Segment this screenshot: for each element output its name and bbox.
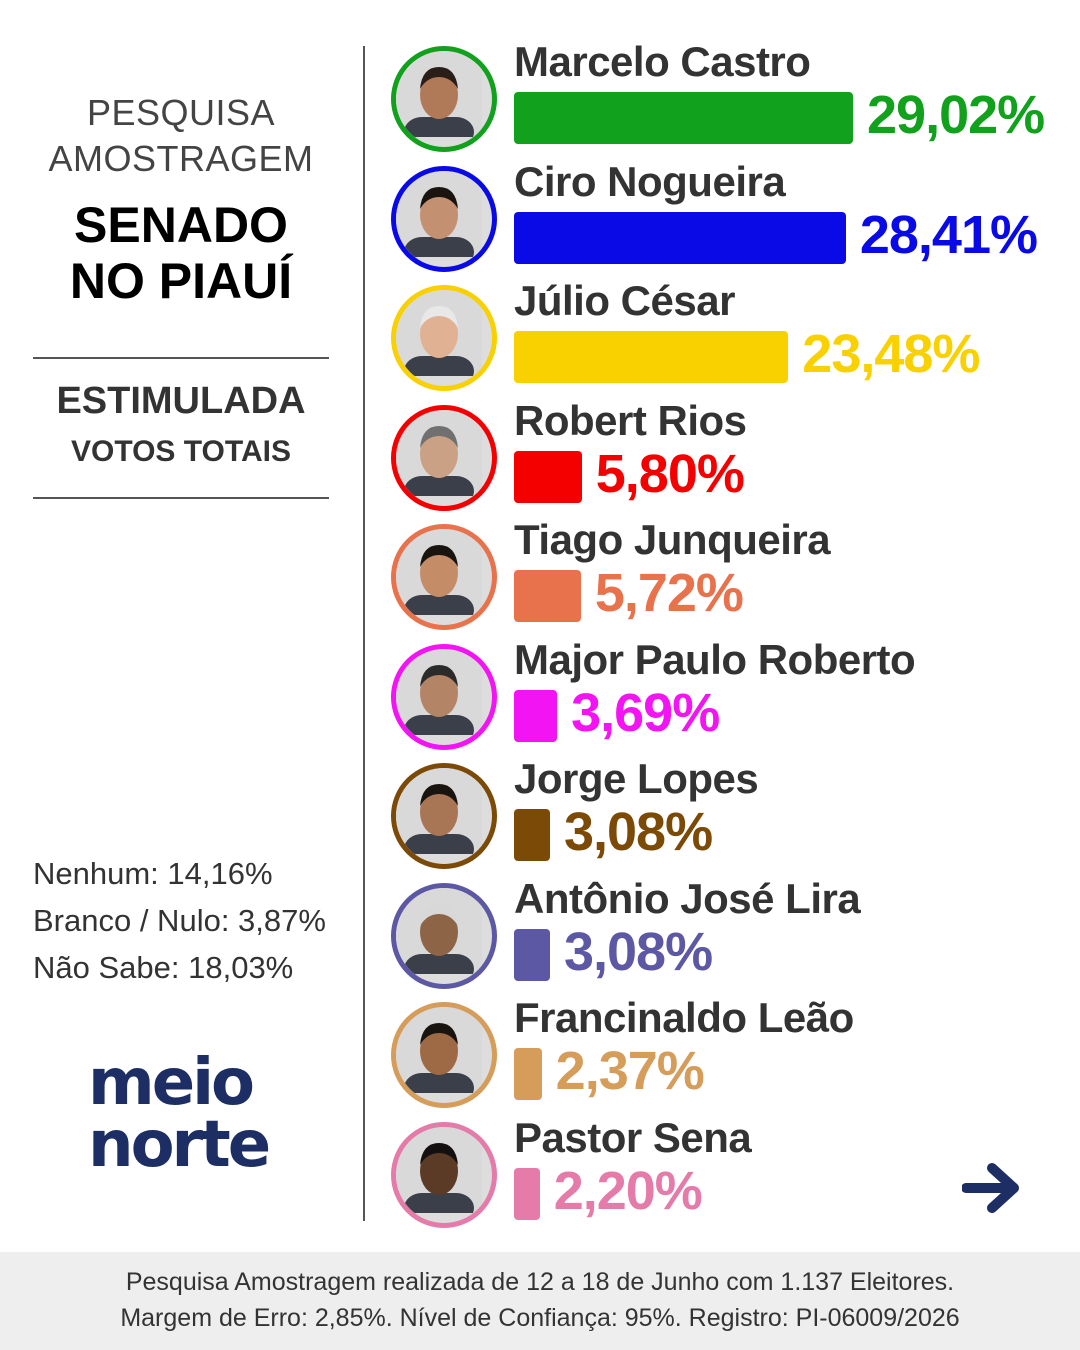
logo-line2: norte — [88, 1108, 271, 1182]
vote-bar — [514, 92, 853, 144]
candidate-name: Antônio José Lira — [514, 875, 861, 922]
survey-title: PESQUISA — [86, 92, 276, 133]
arrow-right-icon[interactable] — [962, 1160, 1028, 1216]
candidate-photo — [391, 285, 497, 391]
candidate-photo — [391, 1002, 497, 1108]
others-none: Nenhum: 14,16% — [33, 856, 273, 891]
candidate-row: Pastor Sena 2,20% — [0, 1114, 1080, 1242]
divider-top — [33, 357, 329, 359]
candidate-photo — [391, 1122, 497, 1228]
candidate-row: Marcelo Castro 29,02% — [0, 38, 1080, 166]
candidate-name: Pastor Sena — [514, 1114, 752, 1161]
candidate-row: Robert Rios 5,80% — [0, 397, 1080, 525]
vote-percentage: 2,20% — [553, 1161, 703, 1221]
race-location: NO PIAUÍ — [69, 253, 293, 309]
meio-norte-logo: meio norte — [88, 1046, 288, 1182]
candidate-photo — [391, 883, 497, 989]
vote-percentage: 3,08% — [563, 922, 713, 982]
candidate-name: Ciro Nogueira — [514, 158, 786, 205]
vote-percentage: 28,41% — [859, 205, 1038, 265]
candidate-row: Major Paulo Roberto 3,69% — [0, 636, 1080, 764]
vote-percentage: 3,69% — [571, 683, 720, 743]
left-panel: PESQUISA AMOSTRAGEM SENADO NO PIAUÍ ESTI… — [0, 0, 362, 1250]
vote-percentage: 5,80% — [595, 444, 745, 504]
candidate-row: Tiago Junqueira 5,72% — [0, 516, 1080, 644]
candidate-row: Ciro Nogueira 28,41% — [0, 158, 1080, 286]
candidate-row: Jorge Lopes 3,08% — [0, 755, 1080, 883]
vote-percentage: 29,02% — [867, 85, 1045, 145]
candidate-photo — [391, 405, 497, 511]
vertical-divider — [363, 46, 365, 1221]
scenario-type: ESTIMULADA — [56, 380, 306, 422]
vote-bar — [514, 929, 550, 981]
candidate-row: Júlio César 23,48% — [0, 277, 1080, 405]
candidate-name: Jorge Lopes — [514, 755, 759, 802]
vote-bar — [514, 451, 582, 503]
others-dont-know: Não Sabe: 18,03% — [33, 950, 294, 985]
vote-bar — [514, 1048, 542, 1100]
others-list: Nenhum: 14,16% Branco / Nulo: 3,87% Não … — [33, 852, 326, 993]
candidate-photo — [391, 166, 497, 272]
candidate-row: Francinaldo Leão 2,37% — [0, 994, 1080, 1122]
candidate-photo — [391, 763, 497, 869]
vote-bar — [514, 1168, 540, 1220]
footer-line1: Pesquisa Amostragem realizada de 12 a 18… — [125, 1268, 955, 1296]
vote-percentage: 2,37% — [555, 1041, 705, 1101]
candidate-name: Marcelo Castro — [514, 38, 811, 85]
candidate-name: Major Paulo Roberto — [514, 636, 916, 683]
vote-bar — [514, 212, 846, 264]
logo-line1: meio — [88, 1046, 255, 1120]
candidate-name: Tiago Junqueira — [514, 516, 831, 563]
vote-bar — [514, 331, 789, 383]
candidate-name: Júlio César — [514, 277, 735, 324]
vote-percentage: 3,08% — [563, 802, 713, 862]
vote-percentage: 5,72% — [594, 563, 744, 623]
footer-line2: Margem de Erro: 2,85%. Nível de Confianç… — [120, 1304, 960, 1332]
vote-bar — [514, 690, 558, 742]
divider-bottom — [33, 497, 329, 499]
candidate-photo — [391, 644, 497, 750]
candidate-name: Francinaldo Leão — [514, 994, 854, 1041]
footer-note: Pesquisa Amostragem realizada de 12 a 18… — [0, 1252, 1080, 1350]
scenario-subtype: VOTOS TOTAIS — [70, 435, 292, 468]
vote-bar — [514, 570, 581, 622]
survey-subtitle: AMOSTRAGEM — [48, 138, 314, 179]
candidate-photo — [391, 46, 497, 152]
vote-percentage: 23,48% — [802, 324, 980, 384]
candidate-name: Robert Rios — [514, 397, 747, 444]
candidate-photo — [391, 524, 497, 630]
vote-bar — [514, 809, 550, 861]
others-blank-null: Branco / Nulo: 3,87% — [33, 903, 326, 938]
race-title: SENADO — [74, 197, 288, 253]
candidate-row: Antônio José Lira 3,08% — [0, 875, 1080, 1003]
